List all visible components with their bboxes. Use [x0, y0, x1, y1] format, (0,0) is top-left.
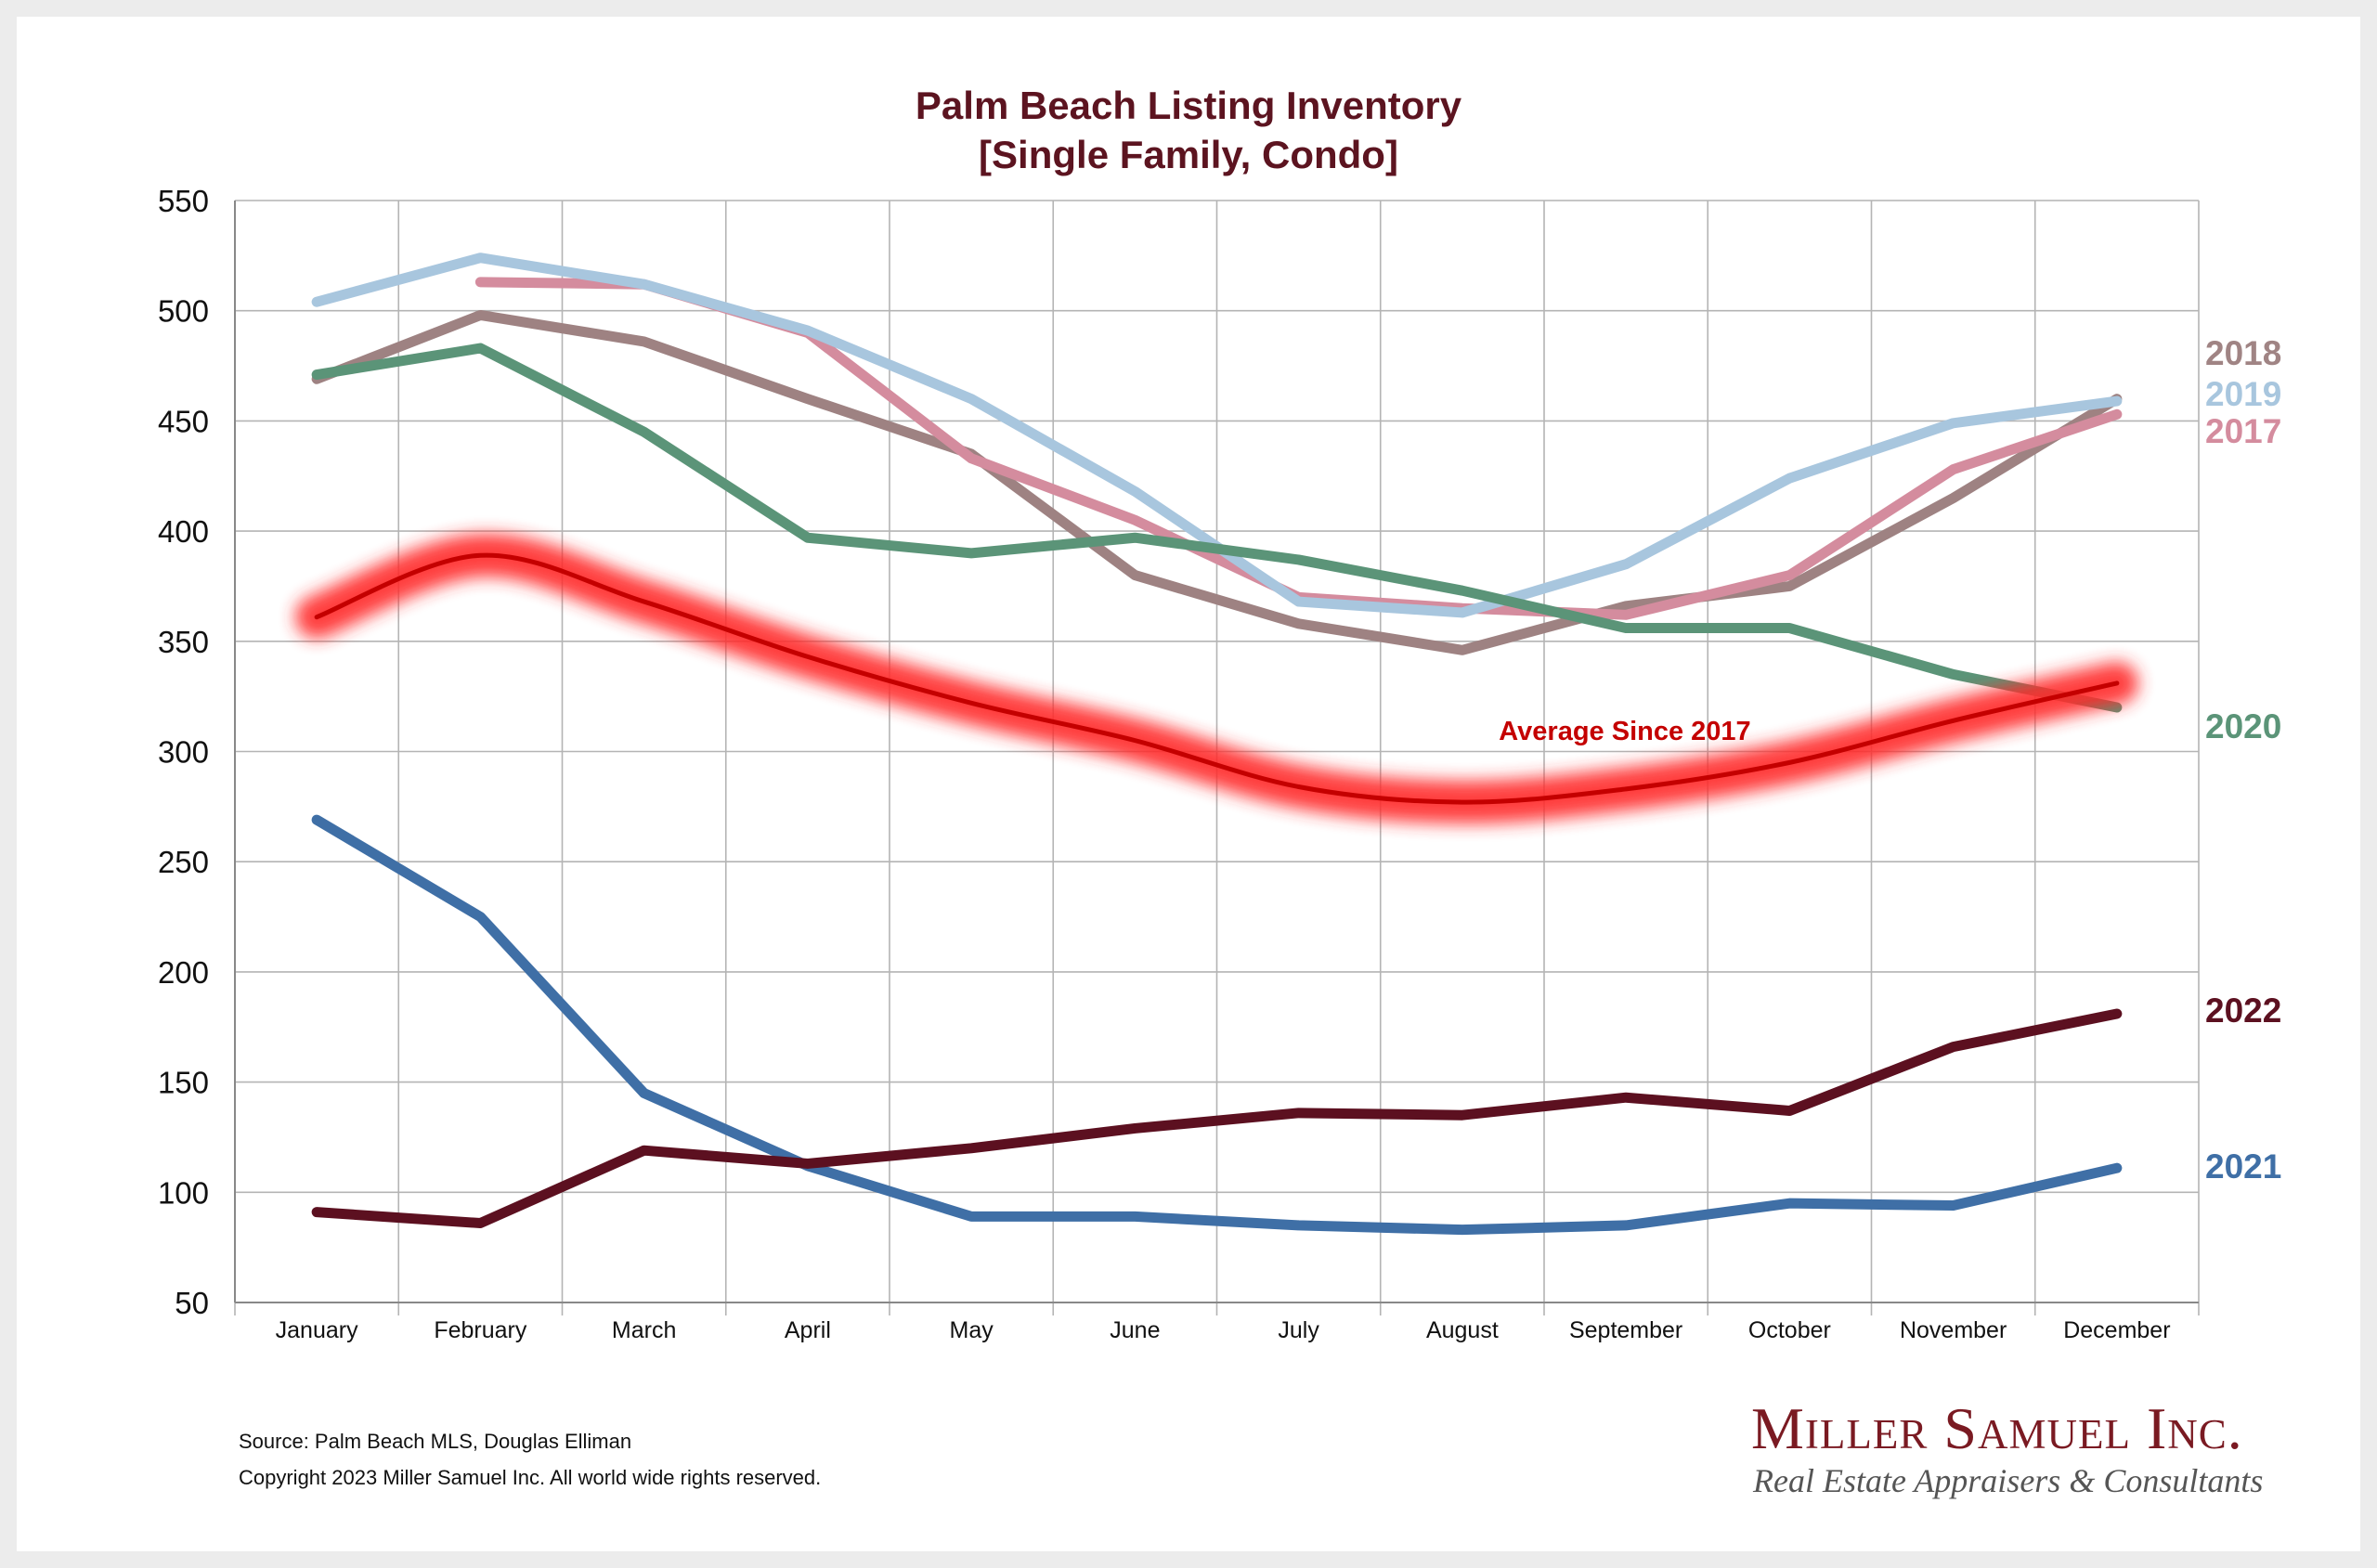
x-tick-label: November: [1900, 1317, 2007, 1343]
x-tick-label: February: [434, 1317, 527, 1343]
series-line-average-since-2017: [314, 552, 2120, 805]
x-tick-label: December: [2063, 1317, 2170, 1343]
series-line-2018: [311, 309, 2123, 655]
series-label-2019: 2019: [2205, 375, 2281, 413]
y-tick-label: 400: [158, 514, 209, 549]
y-tick-label: 550: [158, 184, 209, 218]
x-tick-label: August: [1426, 1317, 1499, 1343]
chart-subtitle: [Single Family, Condo]: [979, 133, 1398, 176]
y-axis-ticks: 50 100 150 200 250 300 350 400 450 500 550: [158, 184, 209, 1320]
series-label-2021: 2021: [2205, 1147, 2281, 1186]
x-tick-label: April: [785, 1317, 831, 1343]
series-label-2020: 2020: [2205, 707, 2281, 745]
series-label-2022: 2022: [2205, 991, 2281, 1030]
series-line-2020: [311, 343, 2123, 713]
copyright-note: Copyright 2023 Miller Samuel Inc. All wo…: [239, 1466, 822, 1489]
series-label-2017: 2017: [2205, 412, 2281, 450]
x-tick-label: September: [1569, 1317, 1682, 1343]
y-tick-label: 300: [158, 735, 209, 770]
y-tick-label: 50: [175, 1286, 209, 1320]
source-note: Source: Palm Beach MLS, Douglas Elliman: [239, 1430, 632, 1453]
y-tick-label: 500: [158, 294, 209, 329]
chart-title: Palm Beach Listing Inventory: [915, 84, 1462, 127]
x-tick-label: June: [1110, 1317, 1160, 1343]
y-tick-label: 100: [158, 1175, 209, 1210]
y-tick-label: 200: [158, 955, 209, 990]
x-tick-label: January: [276, 1317, 358, 1343]
brand-logo-tagline: Real Estate Appraisers & Consultants: [1753, 1462, 2264, 1499]
y-tick-label: 150: [158, 1066, 209, 1100]
series-line-2021: [311, 814, 2123, 1236]
x-tick-label: March: [612, 1317, 676, 1343]
series-lines: [295, 253, 2138, 1236]
brand-logo-name: Miller Samuel Inc.: [1751, 1395, 2243, 1461]
y-tick-label: 450: [158, 404, 209, 438]
series-line-2022: [311, 1008, 2123, 1229]
series-label-2018: 2018: [2205, 334, 2281, 372]
x-tick-label: July: [1278, 1317, 1319, 1343]
x-axis-ticks: January February March April May June July Augu…: [276, 1317, 2171, 1343]
y-tick-label: 250: [158, 845, 209, 879]
y-tick-label: 350: [158, 625, 209, 659]
x-tick-label: October: [1748, 1317, 1831, 1343]
x-tick-label: May: [950, 1317, 994, 1343]
average-annotation: Average Since 2017: [1499, 717, 1750, 746]
